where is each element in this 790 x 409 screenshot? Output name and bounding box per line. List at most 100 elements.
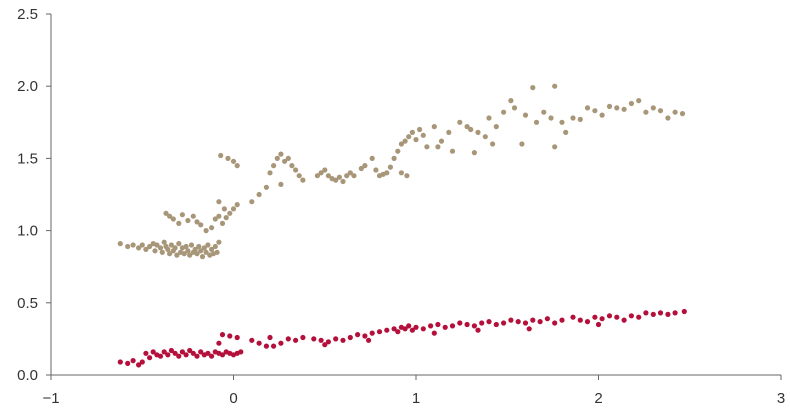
data-point (665, 311, 671, 317)
data-point (227, 333, 233, 339)
data-point (125, 360, 131, 366)
data-point (165, 246, 171, 252)
data-point (165, 352, 171, 358)
data-point (464, 124, 470, 130)
data-point (592, 108, 598, 114)
data-point (209, 246, 215, 252)
data-point (157, 245, 164, 251)
data-point (621, 317, 627, 323)
data-point (159, 249, 165, 255)
data-point (216, 340, 222, 346)
data-point (194, 353, 200, 359)
data-point (194, 251, 200, 257)
data-point (143, 246, 149, 252)
data-point (187, 252, 193, 258)
data-point (347, 170, 353, 176)
series-2 (117, 308, 687, 368)
data-point (541, 109, 547, 115)
data-point (420, 132, 426, 138)
data-point (665, 115, 671, 121)
data-point (398, 170, 404, 176)
data-point (563, 129, 569, 135)
data-point (163, 210, 169, 216)
data-point (300, 334, 306, 341)
data-point (398, 141, 404, 147)
data-point (203, 249, 209, 255)
data-point (282, 158, 288, 164)
data-point (449, 148, 456, 154)
data-point (475, 327, 481, 333)
data-point (417, 126, 423, 133)
data-point (643, 310, 649, 316)
data-point (267, 334, 273, 341)
data-point (333, 177, 339, 183)
y-tick-label: 0.0 (17, 367, 38, 384)
data-point (628, 100, 635, 107)
data-point (216, 199, 222, 205)
data-point (614, 314, 620, 320)
data-point (584, 319, 591, 325)
data-point (212, 216, 218, 222)
data-point (278, 151, 284, 157)
data-point (150, 349, 156, 355)
data-point (198, 349, 204, 355)
data-point (225, 155, 231, 161)
data-point (196, 243, 202, 250)
data-point (125, 243, 131, 250)
data-point (482, 134, 488, 140)
data-point (552, 144, 558, 150)
data-point (431, 124, 437, 130)
data-point (464, 321, 470, 328)
data-point (486, 319, 492, 325)
data-point (606, 103, 613, 109)
data-point (672, 109, 678, 115)
data-point (139, 242, 145, 248)
data-point (530, 317, 536, 323)
data-point (199, 254, 206, 260)
data-point (185, 217, 191, 224)
data-point (404, 173, 410, 179)
data-point (263, 343, 269, 349)
x-tick-label: 1 (412, 390, 420, 407)
data-point (201, 245, 207, 251)
data-point (657, 310, 664, 316)
data-point (438, 138, 445, 144)
data-point (139, 359, 145, 365)
data-point (614, 105, 620, 111)
data-point (318, 170, 324, 176)
data-point (413, 137, 419, 143)
data-point (188, 242, 195, 248)
data-point (369, 155, 375, 161)
data-point (336, 174, 342, 180)
data-point (679, 111, 686, 117)
data-point (234, 202, 240, 208)
data-point (544, 316, 551, 322)
data-point (395, 148, 401, 154)
data-point (657, 108, 664, 114)
data-point (300, 177, 306, 183)
data-point (347, 334, 353, 341)
data-point (285, 155, 291, 161)
data-point (185, 248, 191, 254)
x-tick-label: 0 (229, 390, 237, 407)
data-point (468, 126, 474, 133)
data-point (176, 220, 182, 226)
data-point (130, 242, 136, 248)
data-point (424, 144, 430, 150)
data-point (170, 216, 176, 222)
data-point (192, 246, 198, 252)
data-point (325, 339, 331, 345)
data-point (216, 239, 222, 245)
data-point (293, 167, 299, 173)
data-point (493, 321, 499, 328)
x-tick-label: 2 (594, 390, 602, 407)
y-axis: 0.0 0.5 1.0 1.5 2.0 2.5 (17, 6, 52, 384)
data-point (311, 336, 317, 342)
data-point (216, 213, 222, 219)
data-point (190, 213, 196, 219)
data-point (230, 206, 237, 212)
data-point (179, 212, 185, 218)
data-point (577, 317, 583, 323)
data-point (117, 359, 123, 365)
